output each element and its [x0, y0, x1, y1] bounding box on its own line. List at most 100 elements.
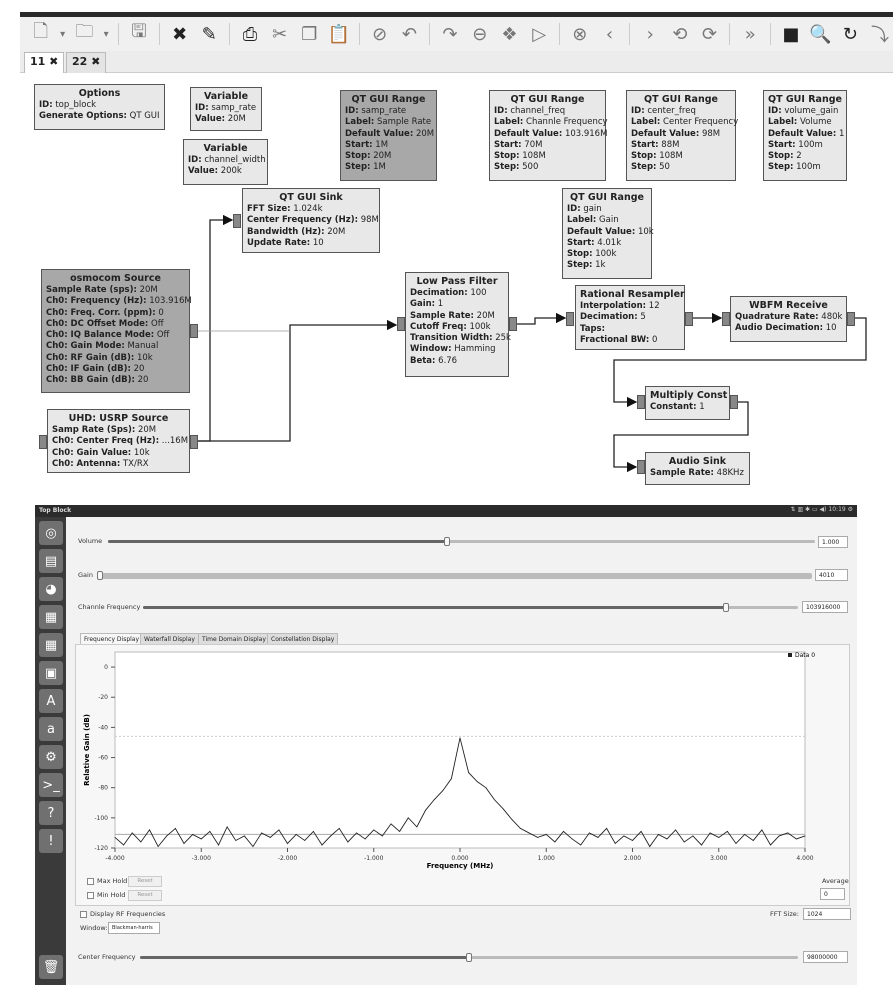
max-hold-checkbox[interactable] [87, 878, 94, 885]
firefox-icon[interactable]: ◕ [39, 577, 63, 601]
block-range-gain[interactable]: QT GUI Range ID: gain Label: Gain Default V… [562, 188, 654, 279]
dropdown-icon[interactable]: ▾ [60, 28, 66, 40]
block-rr[interactable]: Rational Resampler Interpolation: 12 Decim… [575, 285, 685, 350]
gain-slider[interactable] [97, 570, 812, 582]
block-lpf[interactable]: Low Pass Filter Decimation: 100 Gain: 1 Sam… [405, 272, 511, 377]
help-icon[interactable]: ? [39, 801, 63, 825]
terminal-icon[interactable]: ■ [782, 23, 800, 45]
unknown-icon[interactable]: ! [39, 829, 63, 853]
trash-icon[interactable]: 🗑 [39, 955, 63, 979]
back-icon[interactable]: ‹ [605, 23, 614, 45]
ubuntu-icon[interactable]: ◎ [39, 521, 63, 545]
param-value: 20M [137, 425, 157, 435]
y-tick-label: -40 [98, 724, 108, 731]
delete-icon[interactable]: ⊘ [372, 23, 388, 45]
min-hold-checkbox[interactable] [87, 892, 94, 899]
block-port[interactable] [397, 317, 405, 331]
rotate-left-icon[interactable]: ⟲ [672, 23, 688, 45]
max-hold-reset-button[interactable]: Reset [128, 876, 162, 887]
volume-spinbox[interactable]: 1.000 [818, 536, 848, 548]
fast-forward-icon[interactable]: » [744, 23, 756, 45]
block-port[interactable] [233, 214, 241, 228]
print-icon[interactable]: ⎙ [242, 23, 258, 45]
window-select[interactable]: Blackman-harris [108, 922, 160, 934]
tab-22[interactable]: 22 ✖ [66, 52, 107, 73]
block-var-samp[interactable]: Variable ID: samp_rate Value: 20M [190, 87, 262, 131]
block-options[interactable]: Options ID: top_block Generate Options: QT… [34, 84, 165, 130]
average-spinbox[interactable]: 0 [820, 888, 845, 900]
tab-11[interactable]: 11 ✖ [24, 52, 65, 73]
toolbar-separator [118, 23, 120, 45]
min-hold-reset-button[interactable]: Reset [128, 890, 162, 901]
block-var-cw[interactable]: Variable ID: channel_width Value: 200k [183, 139, 268, 185]
redo-icon[interactable]: ↷ [442, 23, 458, 45]
channel-frequency-slider[interactable] [143, 602, 798, 614]
block-port[interactable] [190, 435, 198, 449]
block-port[interactable] [39, 435, 47, 449]
frequency-chart[interactable]: 0 -20 -40 -60 -80 -100 -120 -4.000 -3.000 -2.000 -… [75, 644, 850, 874]
block-port[interactable] [637, 460, 645, 474]
amazon-icon[interactable]: a [39, 717, 63, 741]
software-center-icon[interactable]: A [39, 689, 63, 713]
save-icon[interactable]: 🖫 [131, 21, 147, 42]
block-mult[interactable]: Multiply Const Constant: 1 [645, 386, 730, 420]
block-port[interactable] [685, 312, 693, 326]
block-range-samp[interactable]: QT GUI Range ID: samp_rate Label: Sample R… [340, 90, 437, 181]
settings-icon[interactable]: ⚙ [39, 745, 63, 769]
open-folder-icon[interactable]: 🗀 [75, 21, 94, 42]
terminal-icon[interactable]: >_ [39, 773, 63, 797]
files-icon[interactable]: ▤ [39, 549, 63, 573]
rotate-right-icon[interactable]: ⟳ [702, 23, 718, 45]
paste-icon[interactable]: 📋 [327, 23, 351, 45]
toolbar-separator [358, 23, 360, 45]
block-port[interactable] [637, 395, 645, 409]
slider-handle[interactable] [97, 571, 103, 580]
new-file-icon[interactable]: 🗋 [33, 21, 49, 42]
forward-icon[interactable]: › [646, 23, 654, 45]
center-frequency-spinbox[interactable]: 98000000 [803, 951, 848, 963]
block-port[interactable] [509, 317, 517, 331]
dropdown-icon[interactable]: ▾ [103, 28, 109, 40]
arrow-down-icon[interactable]: ⤵ [870, 25, 889, 46]
block-uhd[interactable]: UHD: USRP Source Samp Rate (Sps): 20M Ch0:… [47, 409, 190, 473]
slider-handle[interactable] [444, 537, 451, 546]
block-osmo[interactable]: osmocom Source Sample Rate (sps): 20M Ch0:… [41, 269, 192, 393]
cut-icon[interactable]: ✂ [272, 23, 288, 45]
slider-handle[interactable] [466, 953, 472, 962]
block-range-center[interactable]: QT GUI Range ID: center_freq Label: Center… [626, 90, 738, 181]
slider-handle[interactable] [722, 603, 729, 612]
block-port[interactable] [190, 324, 198, 338]
disable-icon[interactable]: ⊖ [472, 23, 488, 45]
block-wbfm[interactable]: WBFM Receive Quadrature Rate: 480k Audio D… [730, 296, 847, 342]
gain-spinbox[interactable]: 4010 [815, 569, 848, 581]
writer-icon[interactable]: ▦ [39, 605, 63, 629]
impress-icon[interactable]: ▣ [39, 661, 63, 685]
channel-frequency-spinbox[interactable]: 103916000 [802, 601, 848, 613]
block-sink[interactable]: QT GUI Sink FFT Size: 1.024k Center Freque… [242, 188, 380, 253]
block-range-cf[interactable]: QT GUI Range ID: channel_freq Label: Chann… [489, 90, 608, 181]
block-port[interactable] [722, 312, 730, 326]
calc-icon[interactable]: ▦ [39, 633, 63, 657]
block-port[interactable] [847, 312, 855, 326]
copy-icon[interactable]: ❐ [301, 23, 318, 45]
run-icon[interactable]: ▷ [532, 23, 547, 45]
reload-icon[interactable]: ↻ [842, 23, 858, 45]
fft-size-select[interactable]: 1024 [803, 908, 851, 920]
close-icon[interactable]: ✖ [172, 23, 188, 45]
edit-pencil-icon[interactable]: ✎ [201, 23, 217, 45]
find-icon[interactable]: 🔍 [809, 23, 832, 45]
display-rf-checkbox[interactable] [80, 911, 87, 918]
block-audio[interactable]: Audio Sink Sample Rate: 48KHz [645, 452, 750, 485]
y-tick-label: -20 [98, 694, 108, 701]
block-port[interactable] [566, 312, 574, 326]
stop-icon[interactable]: ⊗ [572, 23, 588, 45]
block-port[interactable] [730, 395, 738, 409]
block-range-vol[interactable]: QT GUI Range ID: volume_gain Label: Volume… [763, 90, 847, 181]
bypass-icon[interactable]: ❖ [501, 23, 518, 45]
system-tray[interactable]: ⇅ ▥ ✱ ▭ ◀) 10:19 ⚙ [790, 506, 853, 513]
param-value: samp_rate [361, 106, 407, 116]
param-name: Ch0: Gain Mode: [46, 341, 125, 352]
volume-slider[interactable] [108, 536, 815, 548]
undo-icon[interactable]: ↶ [401, 23, 417, 45]
center-frequency-slider[interactable] [140, 952, 798, 964]
